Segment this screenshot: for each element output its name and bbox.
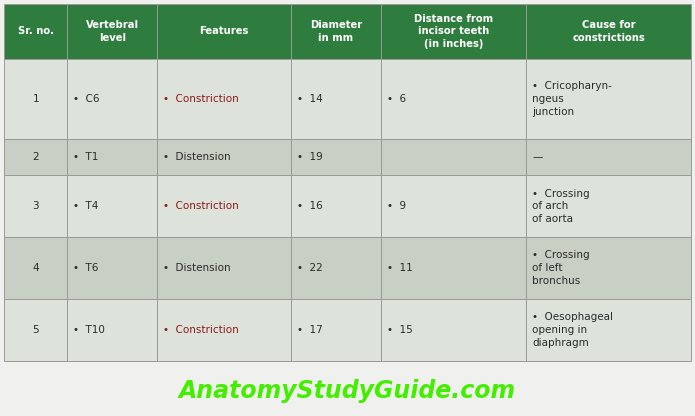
Bar [67, 176, 158, 237]
Bar [67, 139, 158, 176]
Bar [158, 237, 291, 299]
Text: Cause for
constrictions: Cause for constrictions [572, 20, 645, 43]
Bar [381, 299, 526, 361]
Text: •  Constriction: • Constriction [163, 325, 239, 335]
Bar [291, 299, 381, 361]
Bar [381, 4, 526, 59]
Text: •  T1: • T1 [74, 152, 99, 162]
Text: •  14: • 14 [297, 94, 322, 104]
Bar [526, 4, 691, 59]
Bar [381, 59, 526, 139]
Text: •  T10: • T10 [74, 325, 105, 335]
Bar [381, 237, 526, 299]
Text: 3: 3 [33, 201, 39, 211]
Text: Diameter
in mm: Diameter in mm [310, 20, 362, 43]
Text: •  15: • 15 [387, 325, 413, 335]
Text: 2: 2 [33, 152, 39, 162]
Text: •  Crossing
of left
bronchus: • Crossing of left bronchus [532, 250, 590, 286]
Text: Distance from
incisor teeth
(in inches): Distance from incisor teeth (in inches) [414, 14, 493, 49]
Bar [381, 139, 526, 176]
Text: •  T4: • T4 [74, 201, 99, 211]
Text: AnatomyStudyGuide.com: AnatomyStudyGuide.com [179, 379, 516, 403]
Text: •  T6: • T6 [74, 263, 99, 273]
Bar [67, 4, 158, 59]
Bar [4, 237, 67, 299]
Text: •  16: • 16 [297, 201, 322, 211]
Text: •  9: • 9 [387, 201, 406, 211]
Bar [4, 4, 67, 59]
Text: —: — [532, 152, 543, 162]
Text: Vertebral
level: Vertebral level [86, 20, 139, 43]
Bar [158, 299, 291, 361]
Text: •  22: • 22 [297, 263, 322, 273]
Text: •  19: • 19 [297, 152, 322, 162]
Text: 4: 4 [33, 263, 39, 273]
Bar [526, 299, 691, 361]
Bar [381, 176, 526, 237]
Text: •  Constriction: • Constriction [163, 94, 239, 104]
Text: •  6: • 6 [387, 94, 406, 104]
Bar [67, 237, 158, 299]
Bar [158, 176, 291, 237]
Text: •  11: • 11 [387, 263, 413, 273]
Text: •  Oesophageal
opening in
diaphragm: • Oesophageal opening in diaphragm [532, 312, 613, 348]
Bar [158, 59, 291, 139]
Bar [526, 176, 691, 237]
Text: 1: 1 [33, 94, 39, 104]
Bar [291, 176, 381, 237]
Bar [4, 59, 67, 139]
Text: •  Distension: • Distension [163, 152, 231, 162]
Bar [4, 139, 67, 176]
Text: •  Distension: • Distension [163, 263, 231, 273]
Bar [526, 237, 691, 299]
Bar [67, 299, 158, 361]
Text: •  Cricopharyn-
ngeus
junction: • Cricopharyn- ngeus junction [532, 81, 612, 117]
Bar [526, 139, 691, 176]
Text: •  Constriction: • Constriction [163, 201, 239, 211]
Text: •  Crossing
of arch
of aorta: • Crossing of arch of aorta [532, 188, 590, 224]
Text: •  17: • 17 [297, 325, 322, 335]
Bar [4, 299, 67, 361]
Bar [158, 4, 291, 59]
Text: •  C6: • C6 [74, 94, 100, 104]
Bar [291, 139, 381, 176]
Text: Features: Features [199, 27, 249, 37]
Bar [526, 59, 691, 139]
Bar [291, 4, 381, 59]
Bar [158, 139, 291, 176]
Bar [291, 237, 381, 299]
Bar [291, 59, 381, 139]
Text: 5: 5 [33, 325, 39, 335]
Bar [4, 176, 67, 237]
Text: Sr. no.: Sr. no. [17, 27, 54, 37]
Bar [67, 59, 158, 139]
